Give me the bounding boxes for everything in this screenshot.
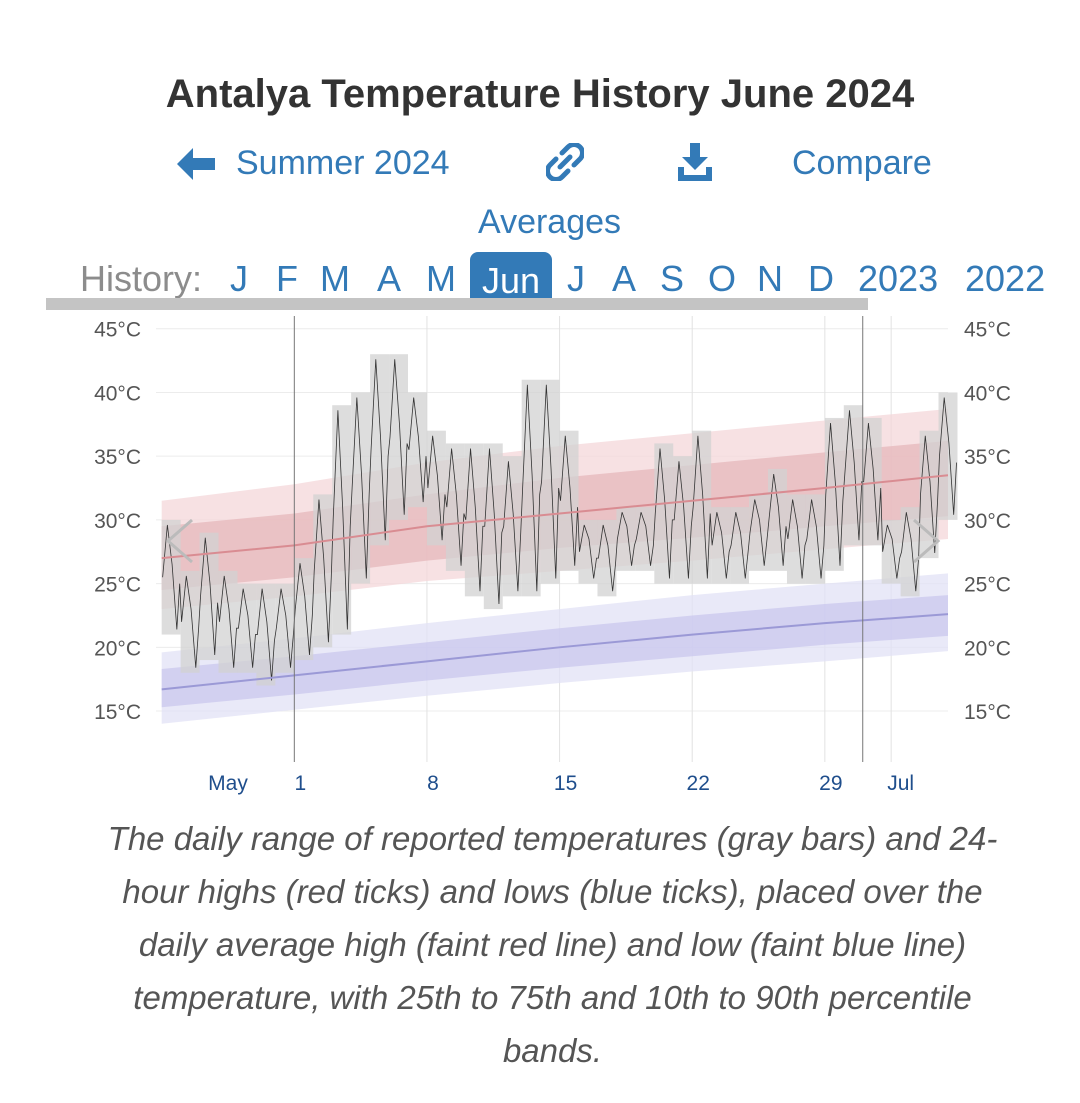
- history-month-sep[interactable]: S: [660, 258, 685, 299]
- daily-range-bar: [332, 405, 352, 635]
- daily-range-bar: [711, 507, 731, 584]
- low-p25-p75-band: [161, 595, 948, 708]
- daily-range-bar: [843, 405, 863, 546]
- history-month-may[interactable]: M: [426, 258, 456, 299]
- daily-range-bar: [786, 494, 806, 584]
- x-tick-label: 15: [554, 772, 577, 795]
- y-tick-label-right: 45°C: [964, 319, 1011, 342]
- page-title: Antalya Temperature History June 2024: [165, 72, 915, 116]
- history-month-apr[interactable]: A: [377, 258, 402, 299]
- daily-range-bar: [237, 583, 257, 673]
- y-tick-label-right: 25°C: [964, 574, 1011, 597]
- y-tick-label-right: 30°C: [964, 510, 1011, 533]
- daily-range-bar: [218, 570, 238, 673]
- link-icon[interactable]: [545, 142, 585, 182]
- compare-link[interactable]: Compare: [792, 144, 932, 182]
- daily-range-bar: [919, 430, 939, 559]
- daily-range-bar: [692, 430, 712, 584]
- x-tick-label: 8: [427, 772, 439, 795]
- y-tick-label-left: 15°C: [94, 701, 141, 724]
- history-month-feb[interactable]: F: [276, 258, 298, 299]
- x-tick-label: 22: [687, 772, 710, 795]
- daily-range-bar: [521, 379, 541, 597]
- y-tick-label-left: 30°C: [94, 510, 141, 533]
- history-label: History:: [80, 258, 203, 299]
- history-scrollbar[interactable]: [46, 298, 868, 310]
- chart-caption: The daily range of reported temperatures…: [107, 820, 998, 1069]
- daily-range-bar: [256, 583, 276, 686]
- history-month-dec[interactable]: D: [808, 258, 834, 299]
- daily-range-bar: [540, 379, 560, 584]
- history-month-mar[interactable]: M: [320, 258, 350, 299]
- daily-range-bar: [313, 494, 333, 648]
- daily-range-bar: [673, 456, 693, 584]
- temperature-chart: 15°C 15°C 20°C 20°C 25°C 25°C 30°C 30°C 35°C 35°C…: [94, 316, 1011, 795]
- daily-range-bar: [426, 430, 446, 546]
- daily-range-bar: [654, 443, 674, 584]
- daily-range-bar: [464, 443, 484, 597]
- daily-range-bar: [749, 494, 768, 571]
- arrow-left-icon[interactable]: [177, 148, 215, 180]
- y-tick-label-left: 35°C: [94, 446, 141, 469]
- y-tick-label-left: 25°C: [94, 574, 141, 597]
- daily-range-bar: [483, 443, 503, 610]
- history-month-nov[interactable]: N: [757, 258, 783, 299]
- x-tick-label: May: [208, 772, 248, 795]
- y-tick-label-right: 20°C: [964, 637, 1011, 660]
- daily-range-bar: [824, 417, 844, 571]
- daily-range-bar: [768, 468, 787, 571]
- chevron-right-icon[interactable]: [913, 518, 941, 564]
- averages-link[interactable]: Averages: [478, 203, 622, 241]
- y-tick-label-left: 40°C: [94, 382, 141, 405]
- daily-range-bar: [180, 570, 200, 673]
- y-tick-label-right: 40°C: [964, 382, 1011, 405]
- download-icon[interactable]: [676, 143, 714, 181]
- x-tick-label: Jul: [887, 772, 914, 795]
- daily-range-bar: [199, 532, 219, 661]
- history-nav: History: J F M A M Jun J A S O N D 2023 …: [0, 252, 1080, 312]
- y-tick-label-left: 45°C: [94, 319, 141, 342]
- daily-range-bar: [502, 456, 522, 597]
- daily-range-bar: [730, 507, 750, 584]
- history-month-oct[interactable]: O: [708, 258, 737, 299]
- daily-range-bar: [370, 354, 390, 546]
- daily-range-bar: [559, 430, 579, 571]
- daily-range-bar: [389, 354, 408, 520]
- chevron-left-icon[interactable]: [165, 518, 193, 564]
- y-tick-label-right: 15°C: [964, 701, 1011, 724]
- daily-range-bar: [938, 392, 958, 520]
- hourly-temperature-trace: [162, 359, 957, 681]
- history-year-2022[interactable]: 2022: [965, 258, 1046, 299]
- history-month-jan[interactable]: J: [230, 258, 248, 299]
- daily-range-bar: [294, 558, 314, 661]
- daily-range-bar: [805, 494, 825, 584]
- daily-range-bar: [445, 443, 465, 571]
- x-tick-label: 29: [819, 772, 842, 795]
- history-year-2023[interactable]: 2023: [858, 258, 939, 299]
- back-summer-link[interactable]: Summer 2024: [236, 144, 450, 182]
- x-tick-label: 1: [294, 772, 306, 795]
- daily-range-bar: [275, 583, 295, 673]
- daily-range-bar: [900, 507, 920, 597]
- y-tick-label-left: 20°C: [94, 637, 141, 660]
- daily-range-bar: [862, 417, 882, 546]
- y-tick-label-right: 35°C: [964, 446, 1011, 469]
- daily-range-bar: [597, 519, 617, 597]
- history-month-jul[interactable]: J: [567, 258, 585, 299]
- daily-range-bar: [408, 392, 427, 508]
- history-month-aug[interactable]: A: [612, 258, 637, 299]
